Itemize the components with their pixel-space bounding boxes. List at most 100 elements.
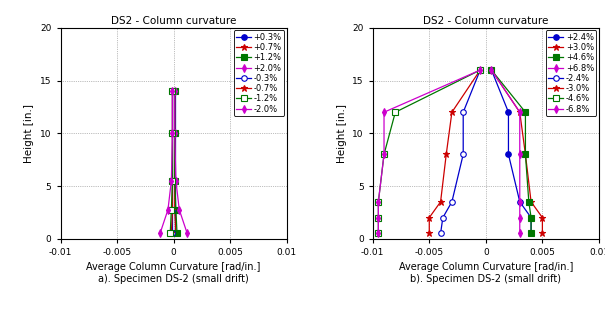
+2.4%: [528, 216, 535, 219]
Line: +0.3%: +0.3%: [172, 88, 177, 236]
+0.3%: [171, 208, 178, 211]
+4.6%: [522, 153, 529, 156]
-1.2%: [166, 232, 174, 235]
X-axis label: Average Column Curvature [rad/in.]
a). Specimen DS-2 (small drift): Average Column Curvature [rad/in.] a). S…: [87, 262, 261, 284]
-0.3%: [169, 179, 176, 183]
-4.6%: [391, 110, 399, 114]
+0.7%: [171, 131, 178, 135]
-1.2%: [169, 131, 176, 135]
-0.3%: [169, 131, 176, 135]
-3.0%: [426, 216, 433, 219]
-0.3%: [169, 232, 176, 235]
Line: -2.4%: -2.4%: [438, 67, 483, 236]
-2.0%: [168, 179, 175, 183]
-0.7%: [169, 179, 176, 183]
+0.7%: [171, 89, 178, 93]
+0.7%: [172, 232, 180, 235]
-2.4%: [477, 68, 484, 72]
+4.6%: [522, 110, 529, 114]
+6.8%: [516, 110, 523, 114]
+3.0%: [516, 110, 523, 114]
Line: +6.8%: +6.8%: [489, 67, 523, 236]
Title: DS2 - Column curvature: DS2 - Column curvature: [111, 16, 237, 26]
+4.6%: [525, 200, 532, 204]
-3.0%: [477, 68, 484, 72]
+6.8%: [516, 232, 523, 235]
+6.8%: [516, 216, 523, 219]
-0.3%: [169, 208, 176, 211]
Legend: +2.4%, +3.0%, +4.6%, +6.8%, -2.4%, -3.0%, -4.6%, -6.8%: +2.4%, +3.0%, +4.6%, +6.8%, -2.4%, -3.0%…: [546, 30, 597, 116]
-2.0%: [169, 131, 176, 135]
+3.0%: [528, 200, 535, 204]
-2.0%: [157, 232, 164, 235]
-2.4%: [437, 232, 444, 235]
+2.0%: [175, 208, 183, 211]
+3.0%: [539, 216, 546, 219]
-2.0%: [165, 208, 172, 211]
-6.8%: [374, 232, 382, 235]
Line: +1.2%: +1.2%: [172, 88, 180, 236]
Line: +2.0%: +2.0%: [172, 88, 190, 236]
-2.4%: [460, 110, 467, 114]
-0.7%: [168, 232, 175, 235]
+0.3%: [171, 131, 178, 135]
-0.7%: [169, 131, 176, 135]
+2.0%: [172, 179, 180, 183]
+4.6%: [528, 216, 535, 219]
+2.4%: [528, 232, 535, 235]
+2.4%: [505, 110, 512, 114]
Line: -2.0%: -2.0%: [157, 88, 175, 236]
Line: -1.2%: -1.2%: [168, 88, 175, 236]
-4.6%: [374, 216, 382, 219]
Line: -0.7%: -0.7%: [168, 88, 176, 237]
-2.4%: [460, 153, 467, 156]
-6.8%: [381, 110, 388, 114]
Legend: +0.3%, +0.7%, +1.2%, +2.0%, -0.3%, -0.7%, -1.2%, -2.0%: +0.3%, +0.7%, +1.2%, +2.0%, -0.3%, -0.7%…: [234, 30, 284, 116]
Line: +4.6%: +4.6%: [489, 67, 534, 236]
+1.2%: [171, 89, 178, 93]
-3.0%: [426, 232, 433, 235]
X-axis label: Average Column Curvature [rad/in.]
b). Specimen DS-2 (small drift): Average Column Curvature [rad/in.] b). S…: [399, 262, 573, 284]
+3.0%: [539, 232, 546, 235]
-0.7%: [169, 208, 176, 211]
+6.8%: [516, 200, 523, 204]
+1.2%: [171, 179, 178, 183]
Y-axis label: Height [in.]: Height [in.]: [24, 104, 34, 163]
-4.6%: [477, 68, 484, 72]
Line: -4.6%: -4.6%: [376, 67, 483, 236]
-2.4%: [439, 216, 446, 219]
-1.2%: [169, 89, 176, 93]
-1.2%: [169, 179, 176, 183]
-4.6%: [374, 200, 382, 204]
+2.4%: [488, 68, 495, 72]
Line: -0.3%: -0.3%: [170, 88, 175, 236]
+1.2%: [174, 232, 181, 235]
+2.0%: [183, 232, 191, 235]
-3.0%: [443, 153, 450, 156]
-3.0%: [437, 200, 444, 204]
-3.0%: [448, 110, 456, 114]
Line: +2.4%: +2.4%: [489, 67, 534, 236]
+2.0%: [171, 131, 178, 135]
+0.7%: [171, 179, 178, 183]
+4.6%: [488, 68, 495, 72]
+0.3%: [171, 179, 178, 183]
+0.7%: [171, 208, 178, 211]
-0.7%: [169, 89, 176, 93]
+0.3%: [171, 232, 178, 235]
+2.0%: [171, 89, 178, 93]
+6.8%: [488, 68, 495, 72]
+3.0%: [488, 68, 495, 72]
-2.0%: [169, 89, 176, 93]
+4.6%: [528, 232, 535, 235]
-4.6%: [381, 153, 388, 156]
+3.0%: [522, 153, 529, 156]
-6.8%: [477, 68, 484, 72]
Line: -6.8%: -6.8%: [376, 67, 483, 236]
+2.4%: [516, 200, 523, 204]
-4.6%: [374, 232, 382, 235]
+0.3%: [171, 89, 178, 93]
Y-axis label: Height [in.]: Height [in.]: [336, 104, 347, 163]
-6.8%: [374, 216, 382, 219]
+6.8%: [516, 153, 523, 156]
